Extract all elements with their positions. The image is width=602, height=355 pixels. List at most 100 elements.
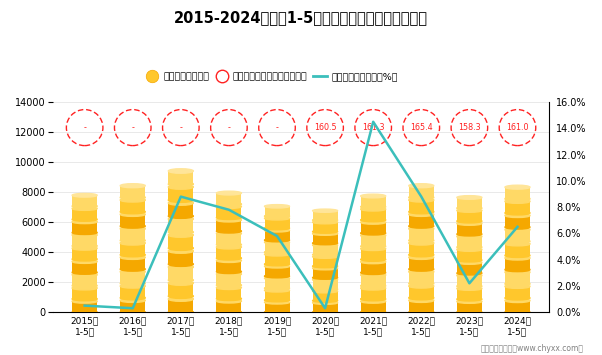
Bar [312,268,338,278]
Ellipse shape [169,217,193,221]
Bar [264,266,290,276]
Ellipse shape [217,205,241,208]
Ellipse shape [72,220,97,224]
Ellipse shape [312,244,338,247]
Ellipse shape [169,246,193,250]
Ellipse shape [72,218,97,221]
Ellipse shape [312,267,338,270]
Bar [361,222,386,233]
Ellipse shape [505,284,530,288]
Ellipse shape [217,310,241,314]
Ellipse shape [505,200,530,203]
Bar [505,230,530,241]
Bar [120,214,145,226]
Text: -: - [131,123,134,132]
Ellipse shape [312,232,338,235]
Ellipse shape [72,233,97,237]
Ellipse shape [169,169,193,173]
Bar [457,301,482,312]
Bar [312,222,338,232]
Bar [217,274,241,285]
Bar [169,219,193,232]
Ellipse shape [312,278,338,282]
Bar [264,254,290,264]
Ellipse shape [72,260,97,263]
Ellipse shape [217,202,241,206]
Bar [72,301,97,312]
Ellipse shape [120,267,145,271]
Bar [505,215,530,227]
Ellipse shape [217,216,241,219]
Ellipse shape [120,253,145,257]
Ellipse shape [505,296,530,300]
Ellipse shape [409,239,434,242]
Ellipse shape [361,297,386,301]
Ellipse shape [120,296,145,300]
Bar [457,224,482,234]
Ellipse shape [409,284,434,288]
Ellipse shape [457,258,482,262]
Ellipse shape [217,283,241,287]
Ellipse shape [312,230,338,233]
Ellipse shape [457,232,482,236]
Text: 制图：智研咨询（www.chyxx.com）: 制图：智研咨询（www.chyxx.com） [481,344,584,353]
Ellipse shape [457,196,482,199]
Bar [457,275,482,286]
Ellipse shape [169,310,193,315]
Bar [409,214,434,226]
Bar [361,249,386,260]
Bar [312,303,338,312]
Ellipse shape [409,224,434,228]
Ellipse shape [505,282,530,286]
Ellipse shape [409,310,434,314]
Bar [505,301,530,312]
Ellipse shape [72,244,97,248]
Bar [120,300,145,312]
Ellipse shape [457,245,482,249]
Ellipse shape [409,255,434,260]
Ellipse shape [361,234,386,237]
Bar [409,229,434,240]
Bar [72,235,97,246]
Ellipse shape [312,220,338,224]
Ellipse shape [361,300,386,303]
Text: -: - [276,123,279,132]
Bar [169,203,193,216]
Ellipse shape [120,241,145,245]
Bar [505,187,530,199]
Bar [217,207,241,218]
Ellipse shape [217,299,241,303]
Ellipse shape [264,274,290,278]
Bar [457,262,482,273]
Ellipse shape [264,241,290,244]
Ellipse shape [457,209,482,212]
Bar [217,234,241,245]
Bar [409,272,434,284]
Ellipse shape [312,290,338,293]
Bar [120,243,145,255]
Bar [169,171,193,184]
Ellipse shape [120,255,145,260]
Ellipse shape [312,219,338,222]
Bar [312,245,338,255]
Bar [169,187,193,200]
Ellipse shape [457,261,482,264]
Ellipse shape [169,233,193,237]
Bar [217,301,241,312]
Ellipse shape [217,270,241,274]
Bar [72,262,97,272]
Ellipse shape [120,224,145,228]
Ellipse shape [264,301,290,304]
Ellipse shape [409,184,434,188]
Ellipse shape [312,253,338,256]
Bar [409,300,434,312]
Text: 161.0: 161.0 [506,123,529,132]
Text: -: - [179,123,182,132]
Ellipse shape [361,220,386,224]
Ellipse shape [457,274,482,277]
Ellipse shape [409,241,434,245]
Bar [72,288,97,299]
Ellipse shape [217,286,241,289]
Ellipse shape [505,253,530,257]
Ellipse shape [505,270,530,274]
